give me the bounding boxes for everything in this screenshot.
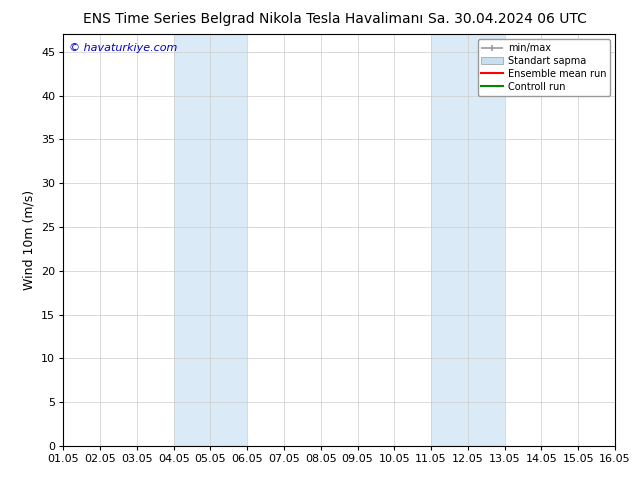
Bar bbox=[174, 34, 247, 446]
Legend: min/max, Standart sapma, Ensemble mean run, Controll run: min/max, Standart sapma, Ensemble mean r… bbox=[477, 39, 610, 96]
Text: © havaturkiye.com: © havaturkiye.com bbox=[69, 43, 178, 52]
Y-axis label: Wind 10m (m/s): Wind 10m (m/s) bbox=[22, 190, 36, 290]
Text: Sa. 30.04.2024 06 UTC: Sa. 30.04.2024 06 UTC bbox=[428, 12, 586, 26]
Text: ENS Time Series Belgrad Nikola Tesla Havalimanı: ENS Time Series Belgrad Nikola Tesla Hav… bbox=[84, 12, 424, 26]
Bar bbox=[431, 34, 505, 446]
Bar bbox=[615, 34, 633, 446]
